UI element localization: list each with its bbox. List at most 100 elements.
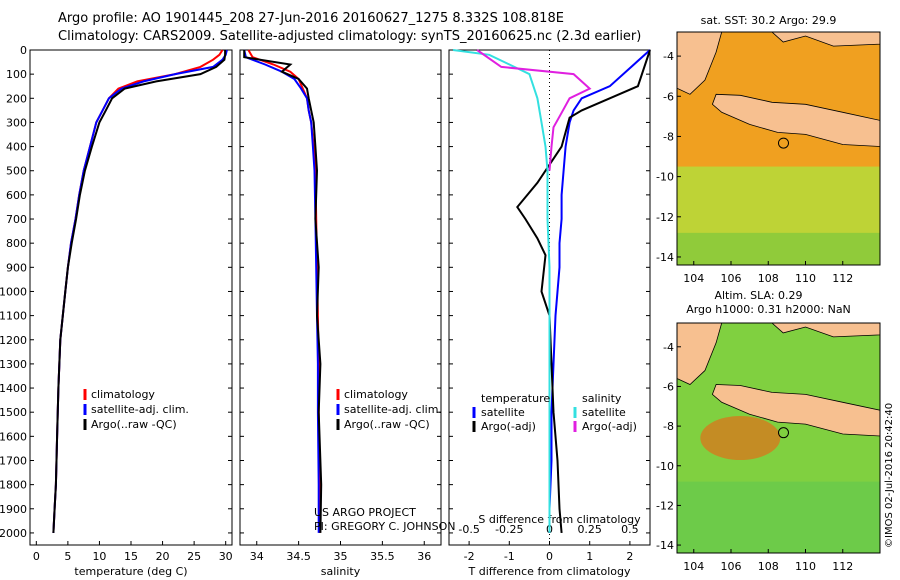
map-lat-label: -4 [663,341,674,354]
legend-label: Argo(..raw -QC) [344,418,430,431]
map-lon-label: 110 [795,560,816,573]
x-tick-label: 5 [64,550,71,563]
java-land [711,93,881,147]
map-lat-label: -10 [656,171,674,184]
depth-tick-label: 1200 [0,334,27,347]
depth-tick-label: 500 [6,165,27,178]
legend-label: satellite-adj. clim. [344,403,442,416]
x-axis-label: T difference from climatology [468,565,631,578]
map-lat-label: -14 [656,539,674,552]
depth-tick-label: 1500 [0,406,27,419]
s-tick-label: -0.5 [458,523,479,536]
map-title-1: Altim. SLA: 0.29 [714,289,802,302]
x-tick-label: 34 [250,550,264,563]
series-line-3-4 [476,49,592,171]
map-1-frame [676,31,881,266]
x-tick-label: 35.5 [370,550,395,563]
credit-line-1: US ARGO PROJECT [314,506,416,519]
series-line-2-2 [243,49,320,533]
x-tick-label: 1 [586,550,593,563]
depth-tick-label: 800 [6,237,27,250]
float-location-marker [777,427,789,439]
depth-tick-label: 1700 [0,454,27,467]
depth-tick-label: 100 [6,68,27,81]
depth-tick-label: 1800 [0,479,27,492]
coolest-water-zone [677,232,880,265]
depth-tick-label: 200 [6,92,27,105]
map-lon-label: 104 [683,272,704,285]
x-tick-label: 25 [187,550,201,563]
x-tick-label: 15 [124,550,138,563]
diff-legend-label: Argo(-adj) [582,420,637,433]
x-tick-label: 2 [626,550,633,563]
depth-tick-label: 400 [6,141,27,154]
series-line-3-1 [548,49,651,533]
depth-tick-label: 900 [6,261,27,274]
map-lon-label: 108 [758,560,779,573]
map-lon-label: 110 [795,272,816,285]
panel-1-frame [29,49,233,546]
s-tick-label: -0.25 [495,523,523,536]
x-axis-label: salinity [321,565,361,578]
map-lon-label: 104 [683,560,704,573]
s-tick-label: 0.25 [577,523,602,536]
java-land [711,384,881,437]
x-axis-label: temperature (deg C) [74,565,187,578]
depth-tick-label: 1000 [0,285,27,298]
x-tick-label: 30 [219,550,233,563]
map-lat-label: -10 [656,460,674,473]
depth-tick-label: 1300 [0,358,27,371]
series-line-3-2 [516,49,651,533]
credit-line-2: PI: GREGORY C. JOHNSON [314,520,455,533]
map-title: sat. SST: 30.2 Argo: 29.9 [701,14,837,27]
map-lat-label: -12 [656,211,674,224]
map-lon-label: 112 [832,560,853,573]
map-lat-label: -12 [656,499,674,512]
x-tick-label: -1 [504,550,515,563]
diff-legend-label: satellite [582,406,626,419]
s-tick-label: 0.5 [621,523,639,536]
x-tick-label: 0 [546,550,553,563]
x-tick-label: 0 [33,550,40,563]
series-line-1-3 [52,50,227,533]
depth-tick-label: 1400 [0,382,27,395]
legend-label: climatology [91,388,155,401]
map-title-2: Argo h1000: 0.31 h2000: NaN [686,303,851,316]
float-location-marker [777,137,789,149]
depth-tick-label: 1900 [0,503,27,516]
x-tick-label: 36 [417,550,431,563]
map-lat-label: -14 [656,251,674,264]
map-2-frame [676,322,881,554]
panel-2-frame [239,49,442,546]
x-tick-label: 34.5 [286,550,311,563]
depth-tick-label: 1600 [0,430,27,443]
map-lat-label: -6 [663,380,674,393]
legend-label: satellite-adj. clim. [91,403,189,416]
profile-title: Argo profile: AO 1901445_208 27-Jun-2016… [58,11,564,26]
series-line-3-3 [452,49,551,533]
diff-legend-temperature: temperature [481,392,550,405]
x-tick-label: 35 [334,550,348,563]
series-line-2-3 [243,50,323,533]
map-lat-label: -8 [663,130,674,143]
map-lon-label: 112 [832,272,853,285]
positive-anomaly-zone [700,416,781,460]
diff-legend-label: satellite [481,406,525,419]
diff-legend-label: Argo(-adj) [481,420,536,433]
depth-tick-label: 1100 [0,310,27,323]
x-tick-label: 10 [92,550,106,563]
depth-tick-label: 0 [20,44,27,57]
diff-legend-salinity: salinity [582,392,622,405]
legend-label: Argo(..raw -QC) [91,418,177,431]
depth-tick-label: 2000 [0,527,27,540]
map-lat-label: -6 [663,90,674,103]
x-tick-label: -2 [464,550,475,563]
negative-anomaly-zone [677,481,880,553]
depth-tick-label: 300 [6,116,27,129]
climatology-subtitle: Climatology: CARS2009. Satellite-adjuste… [58,29,642,44]
map-lon-label: 106 [721,272,742,285]
depth-tick-label: 600 [6,189,27,202]
legend-label: climatology [344,388,408,401]
map-lat-label: -4 [663,50,674,63]
